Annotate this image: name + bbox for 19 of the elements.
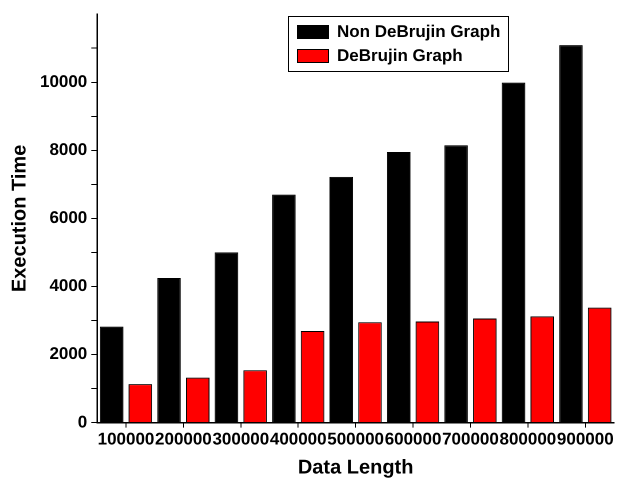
y-axis-title: Execution Time: [8, 144, 31, 292]
x-tick-label: 600000: [384, 429, 442, 448]
y-tick-label: 10000: [40, 72, 88, 91]
x-tick-label: 100000: [98, 429, 154, 448]
x-tick-label: 900000: [556, 429, 614, 448]
x-tick-label: 800000: [500, 429, 556, 448]
y-tick-label: 0: [78, 412, 88, 432]
x-tick-label: 300000: [212, 429, 270, 448]
legend-label: DeBrujin Graph: [337, 46, 463, 66]
y-tick-label: 6000: [49, 208, 88, 228]
x-tick-label: 700000: [442, 429, 499, 448]
x-tick-label: 400000: [270, 429, 327, 448]
y-tick-label: 4000: [49, 276, 88, 296]
legend-label: Non DeBrujin Graph: [337, 22, 500, 42]
x-tick-label: 500000: [327, 429, 384, 448]
y-tick-label: 2000: [49, 344, 88, 364]
x-tick-label: 200000: [155, 429, 212, 448]
x-axis-title: Data Length: [298, 456, 414, 479]
y-tick-label: 8000: [49, 140, 88, 160]
